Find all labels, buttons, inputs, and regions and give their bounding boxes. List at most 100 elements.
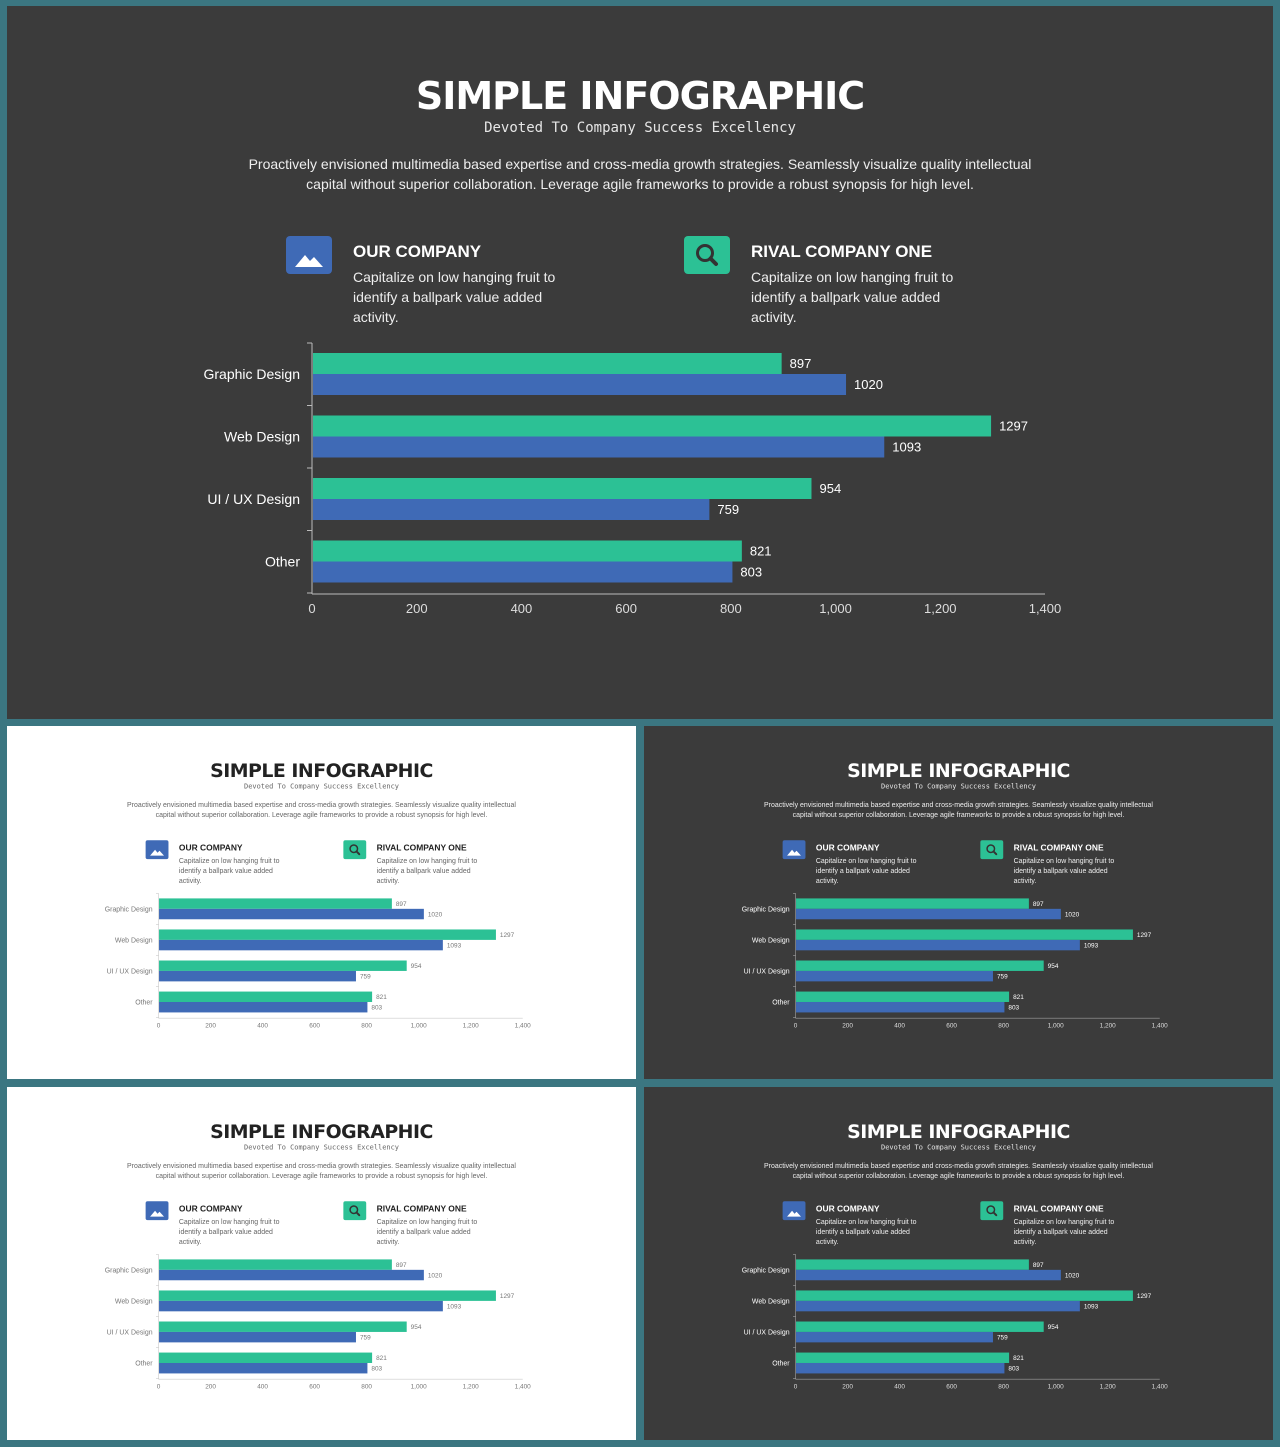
slide-5: SIMPLE INFOGRAPHIC Devoted To Company Su…	[644, 1087, 1273, 1440]
bar	[159, 1001, 368, 1013]
bar	[796, 960, 1044, 971]
x-tick-label: 200	[842, 1384, 853, 1391]
slide-4: SIMPLE INFOGRAPHIC Devoted To Company Su…	[7, 1087, 636, 1440]
bar	[159, 991, 373, 1002]
bar	[796, 1300, 1080, 1312]
bar	[159, 960, 407, 971]
data-label: 954	[1048, 963, 1059, 970]
data-label: 803	[371, 1365, 382, 1372]
category-label: Web Design	[752, 1298, 790, 1305]
our-company-title: OUR COMPANY	[815, 843, 880, 853]
data-label: 897	[790, 356, 812, 371]
data-label: 1297	[500, 1293, 515, 1300]
bar-chart: 0 200 400 600 800 1,000 1,200 1,400 Graphic Desi…	[742, 1254, 1169, 1391]
category-label: Other	[135, 999, 153, 1006]
category-label: UI / UX Design	[107, 968, 153, 975]
our-company-desc: Capitalize on low hanging fruit to ident…	[353, 269, 556, 325]
x-tick-label: 400	[894, 1384, 905, 1391]
bar	[159, 908, 424, 920]
bar-chart: 0 200 400 600 800 1,000 1,200 1,400 Graphic Desi…	[105, 1254, 532, 1391]
x-tick-label: 200	[205, 1023, 216, 1030]
search-icon	[343, 840, 367, 860]
x-tick-label: 200	[205, 1384, 216, 1391]
data-label: 954	[1048, 1324, 1059, 1331]
data-label: 954	[411, 963, 422, 970]
bar	[159, 1352, 373, 1363]
slide-subtitle: Devoted To Company Success Excellency	[881, 1143, 1036, 1152]
category-label: Other	[772, 999, 790, 1006]
bar	[313, 561, 733, 583]
x-tick-label: 1,200	[463, 1384, 480, 1391]
x-tick-label: 200	[406, 601, 428, 616]
category-label: Other	[772, 1360, 790, 1367]
x-tick-label: 0	[157, 1023, 161, 1030]
bar	[313, 478, 812, 499]
x-tick-label: 1,400	[1152, 1023, 1169, 1030]
bar	[159, 1300, 443, 1312]
data-label: 954	[411, 1324, 422, 1331]
category-label: Graphic Design	[742, 906, 790, 913]
data-label: 897	[1033, 901, 1044, 908]
bar	[796, 1290, 1133, 1301]
intro-paragraph: Proactively envisioned multimedia based …	[764, 1161, 1153, 1180]
our-company-title: OUR COMPANY	[178, 843, 243, 853]
x-tick-label: 1,400	[1152, 1384, 1169, 1391]
category-label: UI / UX Design	[107, 1329, 153, 1336]
bar	[159, 1331, 356, 1343]
our-company-title: OUR COMPANY	[815, 1204, 880, 1214]
slide-subtitle: Devoted To Company Success Excellency	[244, 782, 399, 791]
bar	[159, 970, 356, 982]
category-label: Web Design	[115, 937, 153, 944]
bar	[313, 374, 847, 395]
bar-chart: 0 200 400 600 800 1,000 1,200 1,400 Graphic Desi…	[204, 342, 1061, 616]
bar	[159, 1290, 496, 1301]
our-company-desc: Capitalize on low hanging fruit to ident…	[178, 1217, 280, 1246]
x-tick-label: 0	[308, 601, 315, 616]
bar	[796, 1269, 1061, 1281]
bar	[796, 991, 1010, 1002]
x-tick-label: 1,400	[515, 1023, 532, 1030]
bar	[159, 1362, 368, 1374]
x-tick-label: 600	[309, 1384, 320, 1391]
data-label: 821	[1013, 994, 1024, 1001]
x-tick-label: 600	[946, 1023, 957, 1030]
bar	[159, 1269, 424, 1281]
category-label: UI / UX Design	[744, 968, 790, 975]
bar	[796, 939, 1080, 951]
x-tick-label: 1,400	[515, 1384, 532, 1391]
bar	[796, 929, 1133, 940]
x-tick-label: 400	[257, 1384, 268, 1391]
rival-company-title: RIVAL COMPANY ONE	[751, 242, 933, 261]
data-label: 1093	[447, 1303, 462, 1310]
slide-title: SIMPLE INFOGRAPHIC	[847, 759, 1070, 782]
bar	[159, 1321, 407, 1332]
data-label: 897	[396, 1262, 407, 1269]
data-label: 803	[371, 1004, 382, 1011]
bar	[313, 499, 710, 520]
x-tick-label: 800	[998, 1384, 1009, 1391]
data-label: 1093	[1084, 1303, 1099, 1310]
slide-title: SIMPLE INFOGRAPHIC	[415, 74, 865, 118]
data-label: 759	[360, 1334, 371, 1341]
x-tick-label: 1,200	[1100, 1384, 1117, 1391]
bar	[796, 1259, 1029, 1270]
data-label: 759	[997, 973, 1008, 980]
bar	[796, 898, 1029, 909]
category-label: Web Design	[115, 1298, 153, 1305]
intro-paragraph: Proactively envisioned multimedia based …	[127, 1161, 516, 1180]
bar	[796, 970, 993, 982]
bar	[796, 908, 1061, 920]
x-tick-label: 1,000	[1048, 1384, 1065, 1391]
rival-company-desc: Capitalize on low hanging fruit to ident…	[1013, 856, 1115, 885]
x-tick-label: 800	[998, 1023, 1009, 1030]
data-label: 821	[750, 544, 772, 559]
bar	[796, 1362, 1005, 1374]
bar	[796, 1352, 1010, 1363]
bar	[159, 1259, 392, 1270]
bar	[313, 415, 992, 437]
x-tick-label: 400	[257, 1023, 268, 1030]
data-label: 821	[376, 1355, 387, 1362]
category-label: UI / UX Design	[207, 491, 300, 507]
rival-company-desc: Capitalize on low hanging fruit to ident…	[376, 1217, 478, 1246]
search-icon	[684, 236, 730, 274]
